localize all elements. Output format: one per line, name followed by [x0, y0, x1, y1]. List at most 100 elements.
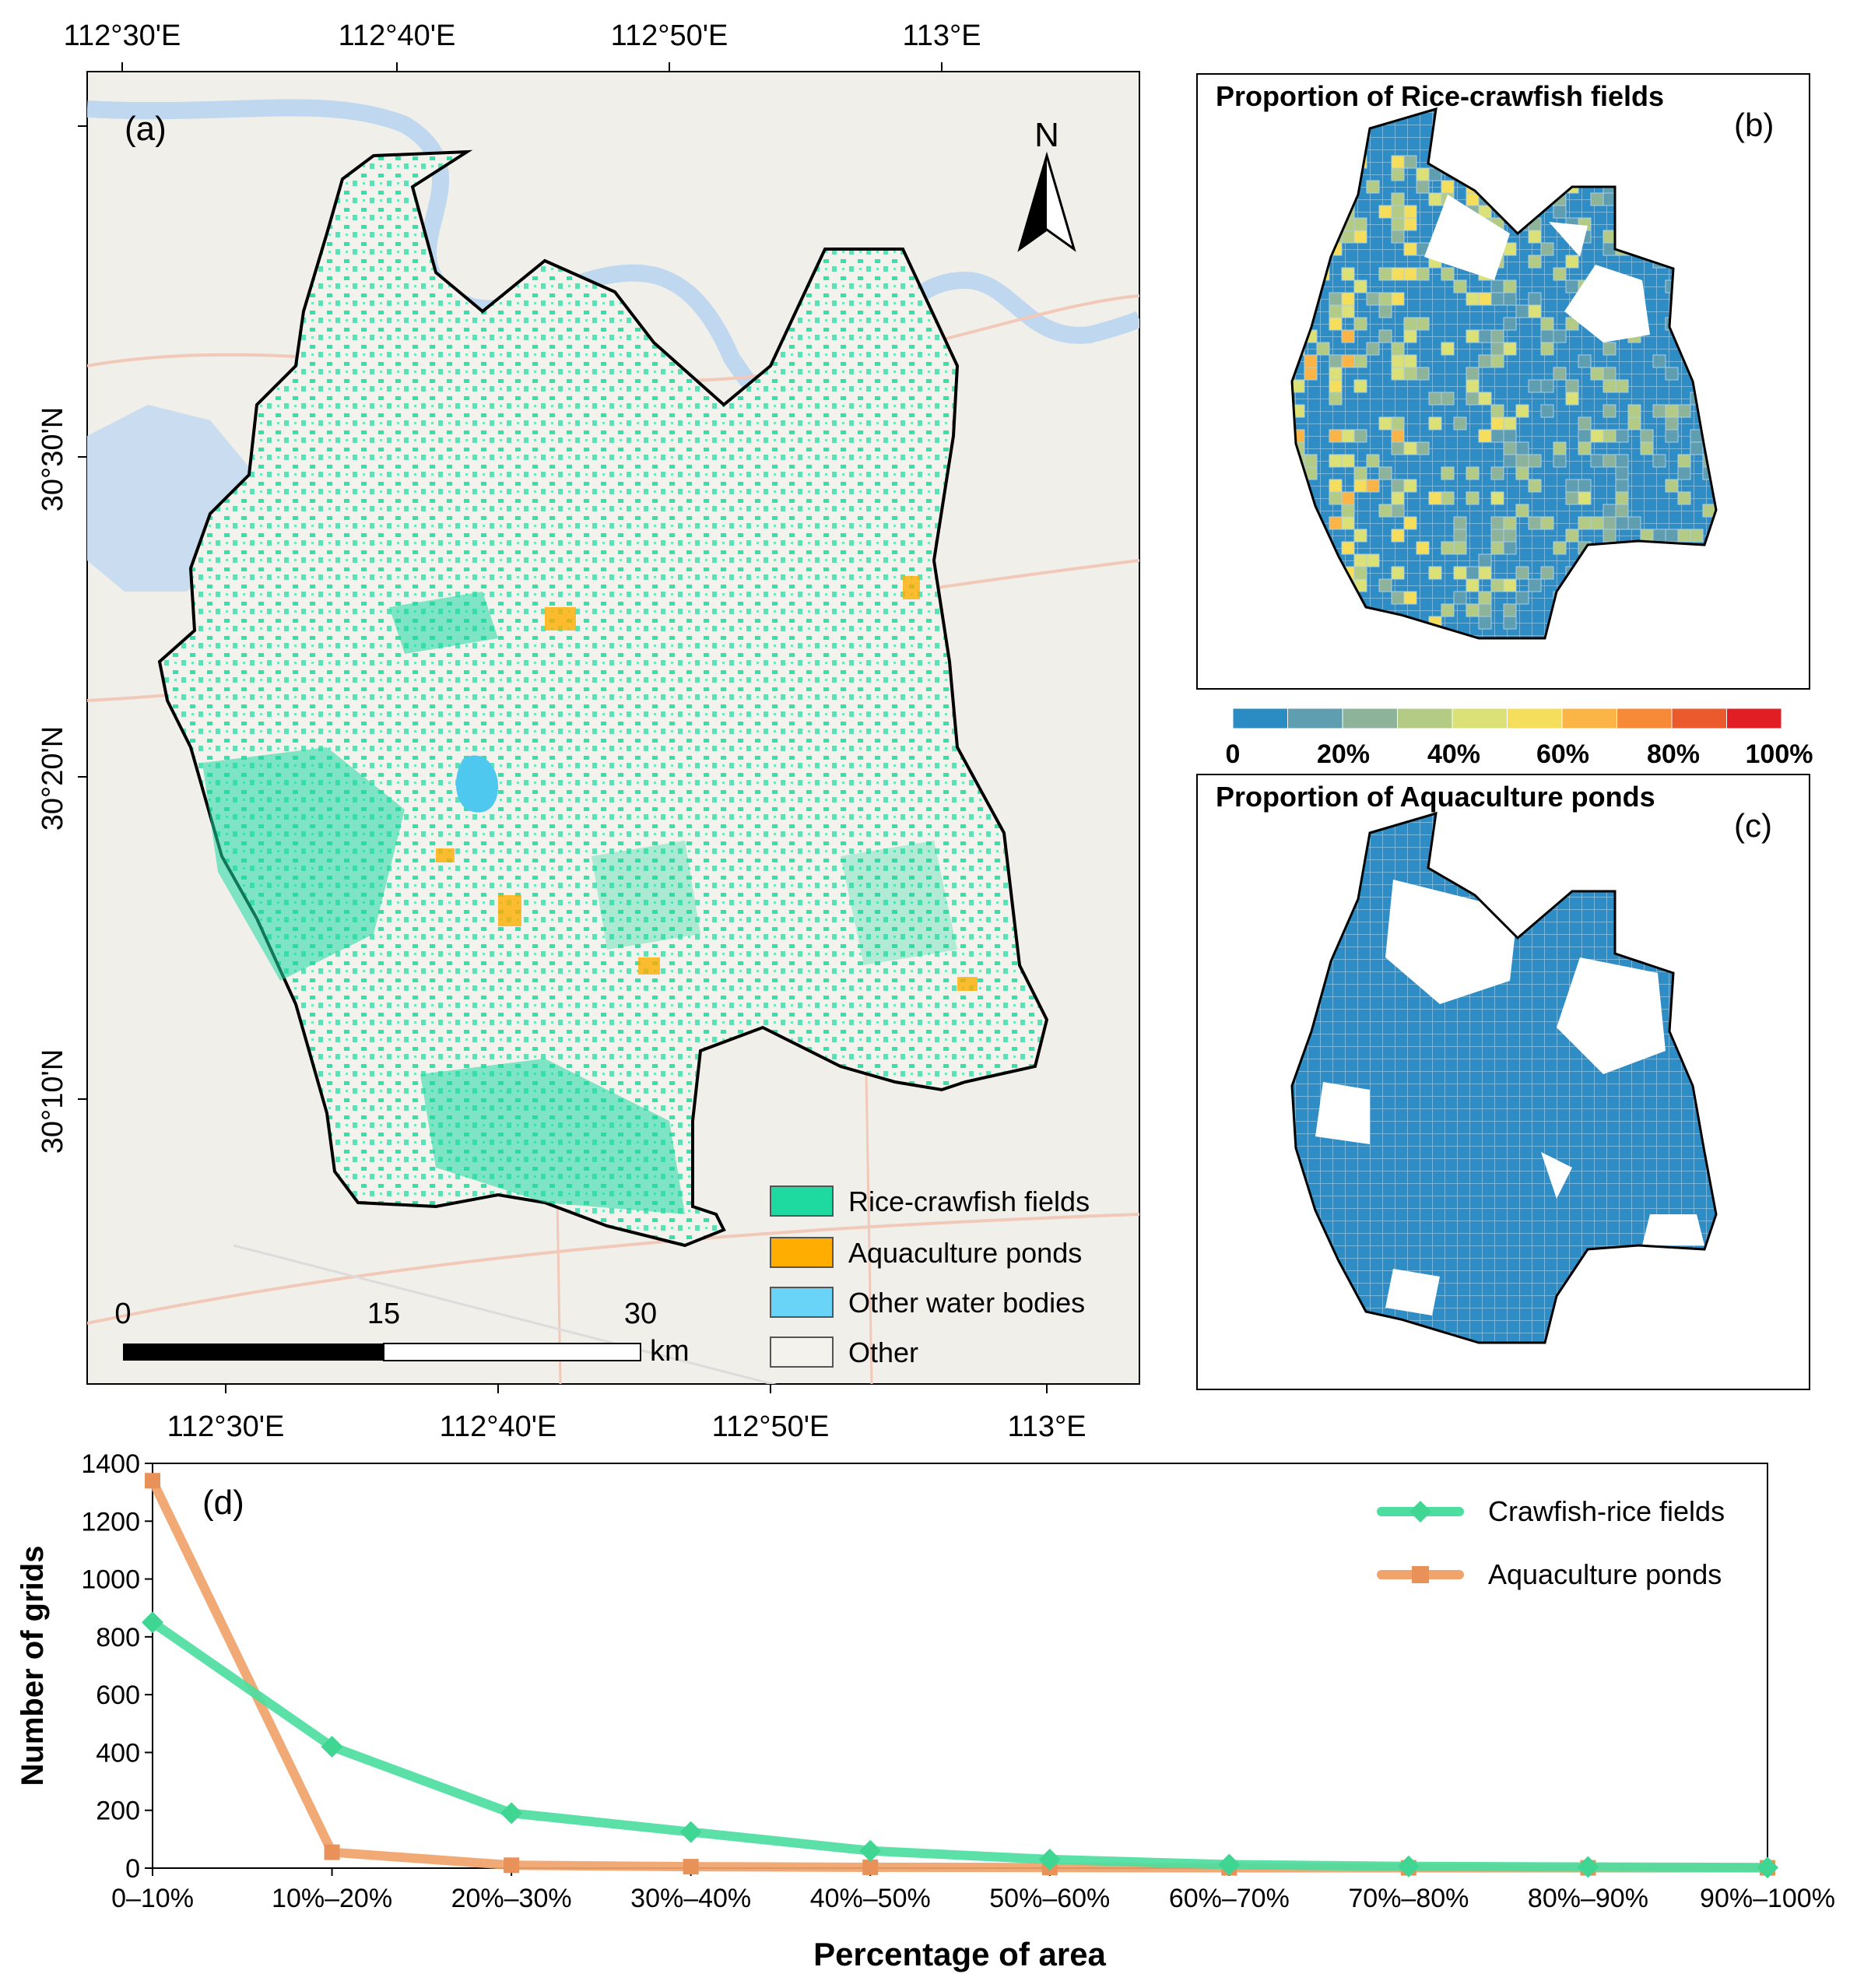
square-marker-icon	[1412, 1566, 1429, 1583]
grid-cell	[1403, 329, 1417, 343]
grid-cell	[1329, 367, 1343, 381]
grid-cell	[1453, 591, 1467, 605]
grid-cell	[1478, 603, 1492, 617]
grid-cell	[1528, 304, 1542, 318]
grid-cell	[1353, 553, 1367, 567]
aquaculture-clusters	[436, 576, 978, 991]
grid-cell	[1540, 329, 1554, 343]
grid-cell	[1478, 566, 1492, 580]
grid-cell	[1441, 180, 1455, 194]
grid-cell	[1528, 379, 1542, 393]
grid-cell	[1329, 479, 1343, 493]
panel-c-title: Proportion of Aquaculture ponds	[1216, 781, 1655, 813]
grid-cell	[1378, 267, 1392, 281]
grid-cell	[1602, 516, 1617, 530]
grid-cell	[1503, 516, 1517, 530]
lon-ticks-bottom	[225, 1384, 1048, 1393]
grid-cell	[1503, 616, 1517, 630]
grid-cell	[1578, 429, 1592, 443]
grid-cell	[1391, 205, 1405, 219]
grid-cell	[1341, 329, 1355, 343]
grid-cell	[1353, 429, 1367, 443]
grid-cell	[1403, 516, 1417, 530]
grid-cell	[1553, 205, 1567, 219]
grid-cell	[1416, 317, 1430, 331]
study-area-boundary	[157, 149, 1049, 1248]
grid-cell	[1391, 416, 1405, 430]
colorbar-swatch	[1561, 708, 1617, 729]
grid-cell	[1602, 504, 1617, 518]
grid-cell	[1652, 529, 1666, 543]
grid-cell	[1428, 491, 1442, 505]
grid-cell	[1391, 342, 1405, 356]
grid-cell	[1578, 516, 1592, 530]
grid-cell	[1378, 416, 1392, 430]
grid-cell	[1366, 553, 1380, 567]
grid-cell	[1403, 217, 1417, 231]
series-layer	[142, 1473, 1778, 1879]
legend-label: Rice-crawfish fields	[848, 1185, 1090, 1217]
grid-cell	[1565, 379, 1579, 393]
grid-cell	[1490, 429, 1504, 443]
grid-cell	[1403, 591, 1417, 605]
data-point	[859, 1839, 882, 1862]
grid-cell	[1528, 516, 1542, 530]
lon-tick-label-bottom: 113°E	[1007, 1410, 1086, 1443]
grid-cell	[1416, 267, 1430, 281]
grid-cell	[1478, 392, 1492, 406]
grid-cell	[1466, 392, 1480, 406]
grid-cell	[1615, 504, 1629, 518]
grid-cell	[1590, 367, 1604, 381]
grid-cell	[1453, 416, 1467, 430]
grid-cell	[1466, 192, 1480, 206]
grid-cell	[1466, 379, 1480, 393]
grid-cell	[1341, 454, 1355, 468]
x-tick-label: 40%–50%	[810, 1884, 931, 1913]
grid-cell	[1453, 541, 1467, 555]
grid-cell	[1503, 292, 1517, 306]
y-axis-label: Number of grids	[16, 1546, 50, 1786]
grid-cell	[1652, 404, 1666, 418]
grid-cell	[1665, 367, 1679, 381]
colorbar-tick: 40%	[1427, 739, 1480, 769]
colorbar-swatch	[1507, 708, 1563, 729]
panel-c-label: (c)	[1734, 807, 1772, 844]
scale-unit: km	[650, 1335, 690, 1368]
legend-swatch	[770, 1185, 834, 1217]
grid-cell	[1441, 603, 1455, 617]
lat-tick-label: 30°20'N	[37, 726, 69, 831]
data-point	[324, 1844, 340, 1860]
grid-cell	[1665, 479, 1679, 493]
grid-cell	[1590, 454, 1604, 468]
grid-cell	[1329, 392, 1343, 406]
grid-cell	[1441, 491, 1455, 505]
grid-cell	[1690, 529, 1704, 543]
lon-tick-label-top: 112°50'E	[611, 19, 728, 52]
grid-cell	[1652, 454, 1666, 468]
grid-cell	[1366, 479, 1380, 493]
grid-cell	[1490, 578, 1504, 592]
colorbar-swatch	[1452, 708, 1508, 729]
grid-cell	[1490, 342, 1504, 356]
grid-cell	[1378, 466, 1392, 480]
grid-cell	[1578, 491, 1592, 505]
grid-cell	[1403, 441, 1417, 455]
grid-cell	[1503, 603, 1517, 617]
grid-cell	[1528, 479, 1542, 493]
grid-cell	[1304, 367, 1318, 381]
grid-cell	[1540, 379, 1554, 393]
grid-cell	[1453, 279, 1467, 293]
grid-cell	[1490, 292, 1504, 306]
x-tick-label: 20%–30%	[451, 1884, 572, 1913]
grid-cell	[1578, 416, 1592, 430]
grid-cell	[1615, 491, 1629, 505]
panel-c-map: Proportion of Aquaculture ponds (c)	[1196, 774, 1810, 1390]
grid-cell	[1341, 304, 1355, 318]
grid-cell	[1602, 379, 1617, 393]
grid-cell	[1428, 192, 1442, 206]
grid-cell	[1602, 342, 1617, 356]
grid-cell	[1466, 329, 1480, 343]
colorbar-swatch	[1671, 708, 1727, 729]
grid-cell	[1453, 516, 1467, 530]
